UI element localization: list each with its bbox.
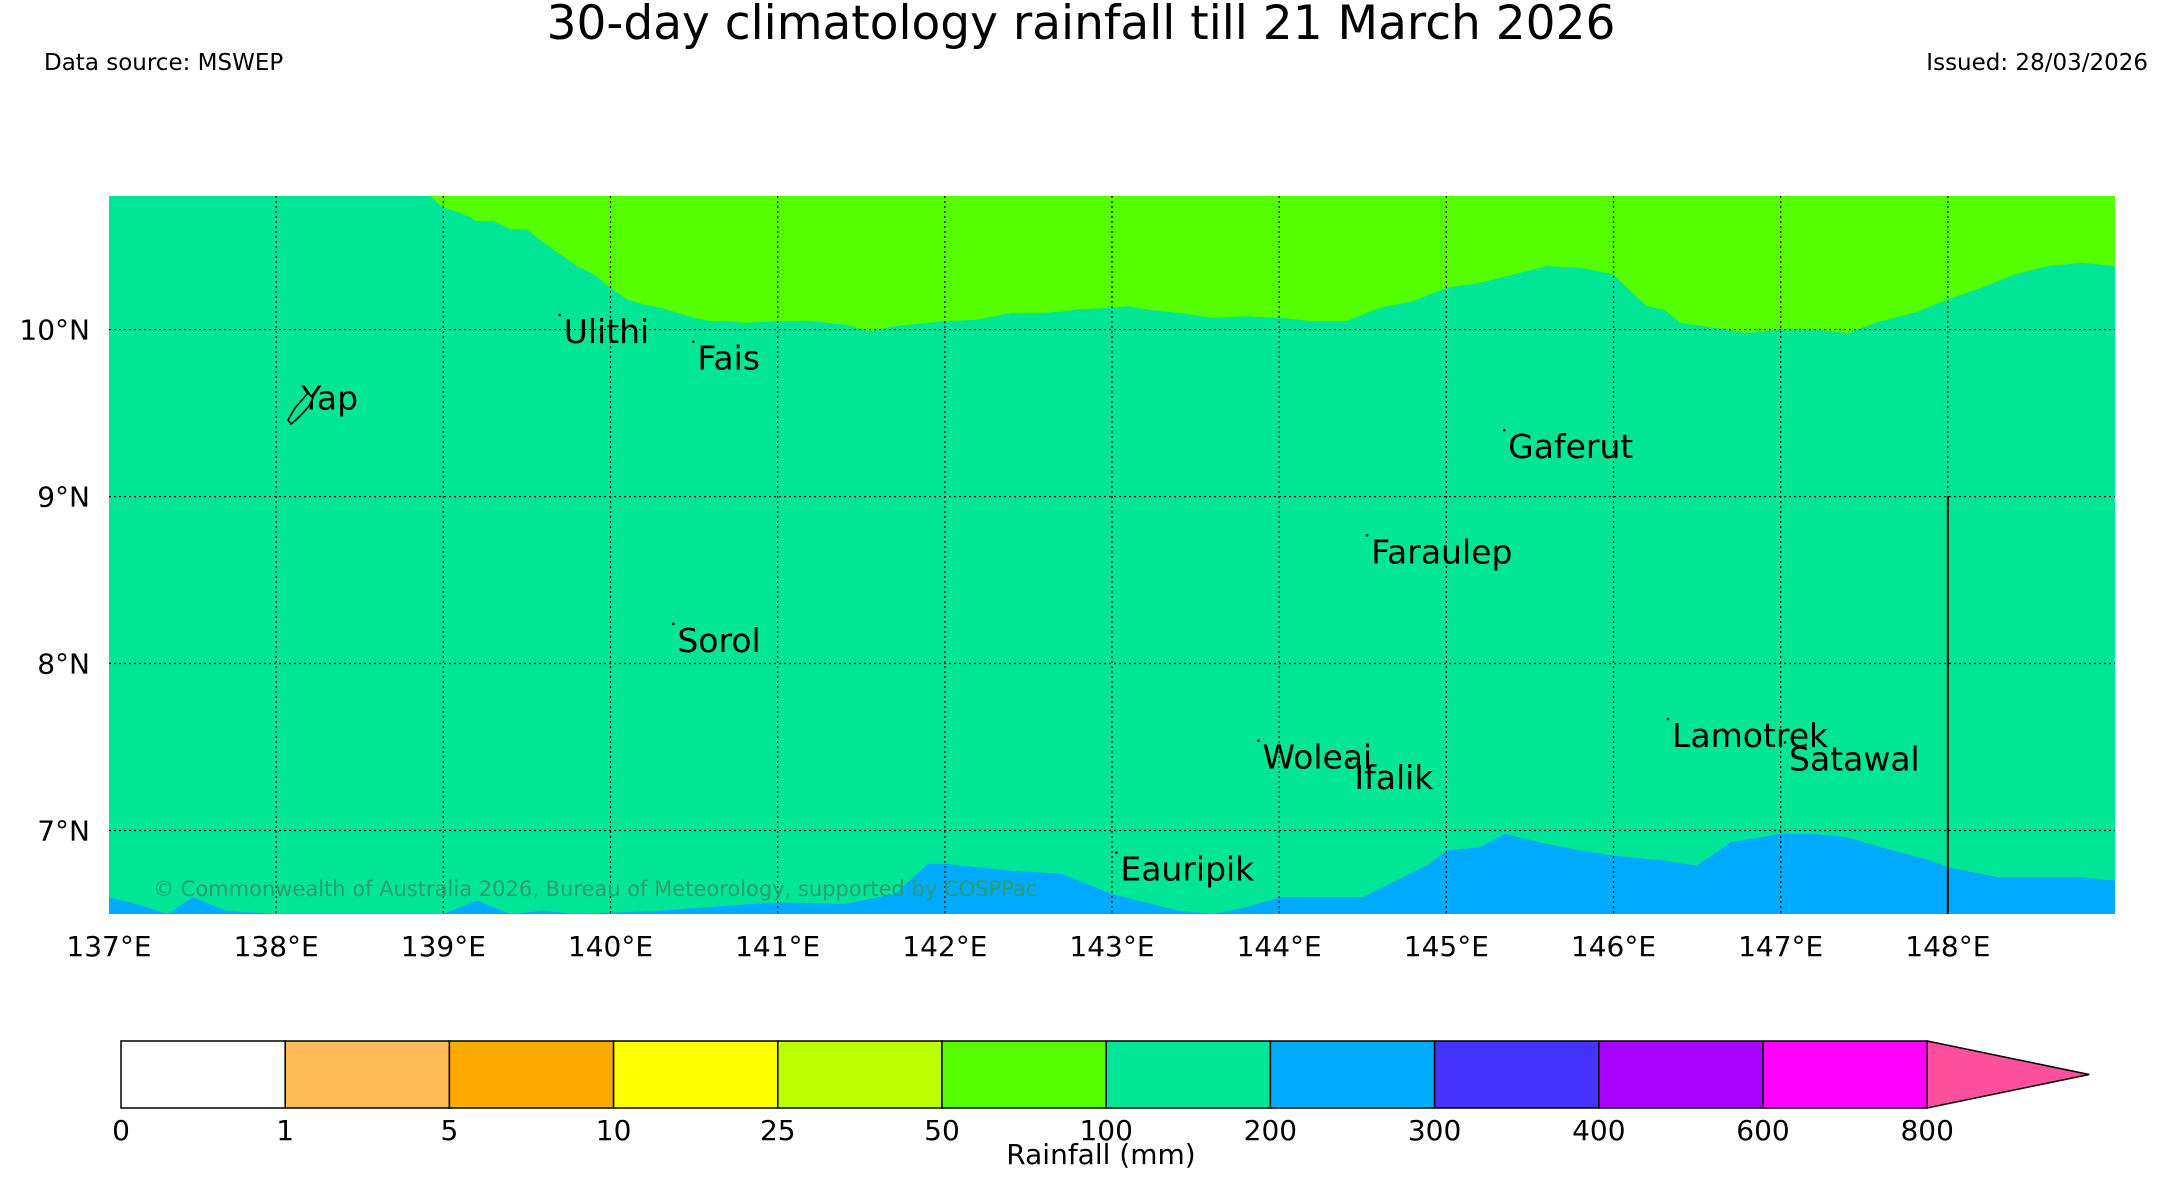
colorbar-tick-label: 10 bbox=[596, 1114, 632, 1147]
lon-tick-label: 146°E bbox=[1571, 930, 1656, 963]
place-label: Lamotrek bbox=[1672, 716, 1829, 755]
colorbar-tick-label: 0 bbox=[112, 1114, 130, 1147]
zone-50-100 bbox=[429, 196, 2115, 333]
place-label: Satawal bbox=[1789, 739, 1920, 778]
island-dot bbox=[672, 622, 675, 626]
island-dot bbox=[1666, 717, 1670, 721]
yap-island-shape bbox=[287, 391, 314, 426]
place-label: Eauripik bbox=[1120, 850, 1255, 889]
place-labels: YapUlithiFaisGaferutFaraulepSorolWoleaiI… bbox=[300, 312, 1920, 889]
colorbar-segment bbox=[1598, 1040, 1764, 1109]
island-dot bbox=[558, 313, 561, 317]
lon-tick-label: 139°E bbox=[401, 930, 486, 963]
place-label: Faraulep bbox=[1371, 532, 1512, 571]
island-dot bbox=[1349, 759, 1352, 763]
colorbar-segment bbox=[612, 1040, 779, 1109]
colorbar-label: Rainfall (mm) bbox=[1006, 1138, 1195, 1171]
latitude-tick-labels: 7°N 8°N 9°N 10°N bbox=[19, 314, 90, 848]
place-label: Gaferut bbox=[1508, 427, 1633, 466]
lon-tick-label: 148°E bbox=[1905, 930, 1990, 963]
lon-tick-label: 143°E bbox=[1069, 930, 1154, 963]
lon-tick-label: 138°E bbox=[234, 930, 319, 963]
chart-title: 30-day climatology rainfall till 21 Marc… bbox=[546, 0, 1616, 51]
lon-tick-label: 144°E bbox=[1237, 930, 1322, 963]
colorbar bbox=[120, 1040, 2090, 1109]
colorbar-tick-label: 200 bbox=[1244, 1114, 1297, 1147]
colorbar-segment bbox=[941, 1040, 1107, 1109]
colorbar-segment bbox=[1269, 1040, 1436, 1109]
island-dot bbox=[1115, 851, 1118, 854]
gridlines bbox=[109, 196, 2115, 914]
lat-tick-label: 9°N bbox=[37, 481, 90, 514]
data-source-label: Data source: MSWEP bbox=[44, 50, 284, 76]
place-label: Ifalik bbox=[1354, 758, 1434, 797]
lon-tick-label: 140°E bbox=[568, 930, 653, 963]
colorbar-tick-label: 25 bbox=[760, 1114, 796, 1147]
colorbar-tick-labels: 0 1 5 10 25 50 100 200 300 400 600 800 bbox=[112, 1114, 1954, 1147]
colorbar-segment bbox=[1762, 1040, 1928, 1109]
lat-tick-label: 7°N bbox=[37, 815, 90, 848]
colorbar-segment bbox=[1105, 1040, 1272, 1109]
lat-tick-label: 8°N bbox=[37, 648, 90, 681]
lon-tick-label: 141°E bbox=[735, 930, 820, 963]
colorbar-tick-label: 400 bbox=[1572, 1114, 1625, 1147]
colorbar-tick-label: 50 bbox=[924, 1114, 960, 1147]
island-dot bbox=[1365, 534, 1369, 537]
lon-tick-label: 142°E bbox=[902, 930, 987, 963]
island-dot bbox=[1257, 739, 1260, 743]
zone-200-300 bbox=[109, 833, 2115, 914]
colorbar-segment bbox=[777, 1040, 943, 1109]
colorbar-tick-label: 5 bbox=[440, 1114, 458, 1147]
colorbar-tick-label: 800 bbox=[1900, 1114, 1953, 1147]
issued-date-label: Issued: 28/03/2026 bbox=[1926, 50, 2148, 76]
place-label: Sorol bbox=[677, 621, 760, 660]
place-label: Ulithi bbox=[564, 312, 650, 351]
lon-tick-label: 147°E bbox=[1738, 930, 1823, 963]
place-label: Woleai bbox=[1262, 738, 1372, 777]
colorbar-tick-label: 600 bbox=[1736, 1114, 1789, 1147]
colorbar-extend-arrow bbox=[1926, 1040, 2090, 1109]
colorbar-tick-label: 300 bbox=[1408, 1114, 1461, 1147]
island-dot bbox=[1783, 741, 1787, 744]
lat-tick-label: 10°N bbox=[19, 314, 90, 347]
colorbar-segment bbox=[120, 1040, 286, 1109]
lon-tick-label: 137°E bbox=[66, 930, 151, 963]
longitude-tick-labels: 137°E 138°E 139°E 140°E 141°E 142°E 143°E 144°E… bbox=[66, 930, 1990, 963]
colorbar-tick-label: 1 bbox=[276, 1114, 294, 1147]
colorbar-tick-label: 100 bbox=[1079, 1114, 1132, 1147]
colorbar-segment bbox=[284, 1040, 451, 1109]
colorbar-segment bbox=[448, 1040, 615, 1109]
copyright-notice: © Commonwealth of Australia 2026, Bureau… bbox=[153, 877, 1037, 901]
island-dot bbox=[692, 340, 695, 343]
lon-tick-label: 145°E bbox=[1404, 930, 1489, 963]
island-dot bbox=[1502, 428, 1506, 432]
colorbar-segment bbox=[1433, 1040, 1600, 1109]
place-label: Fais bbox=[697, 339, 760, 378]
